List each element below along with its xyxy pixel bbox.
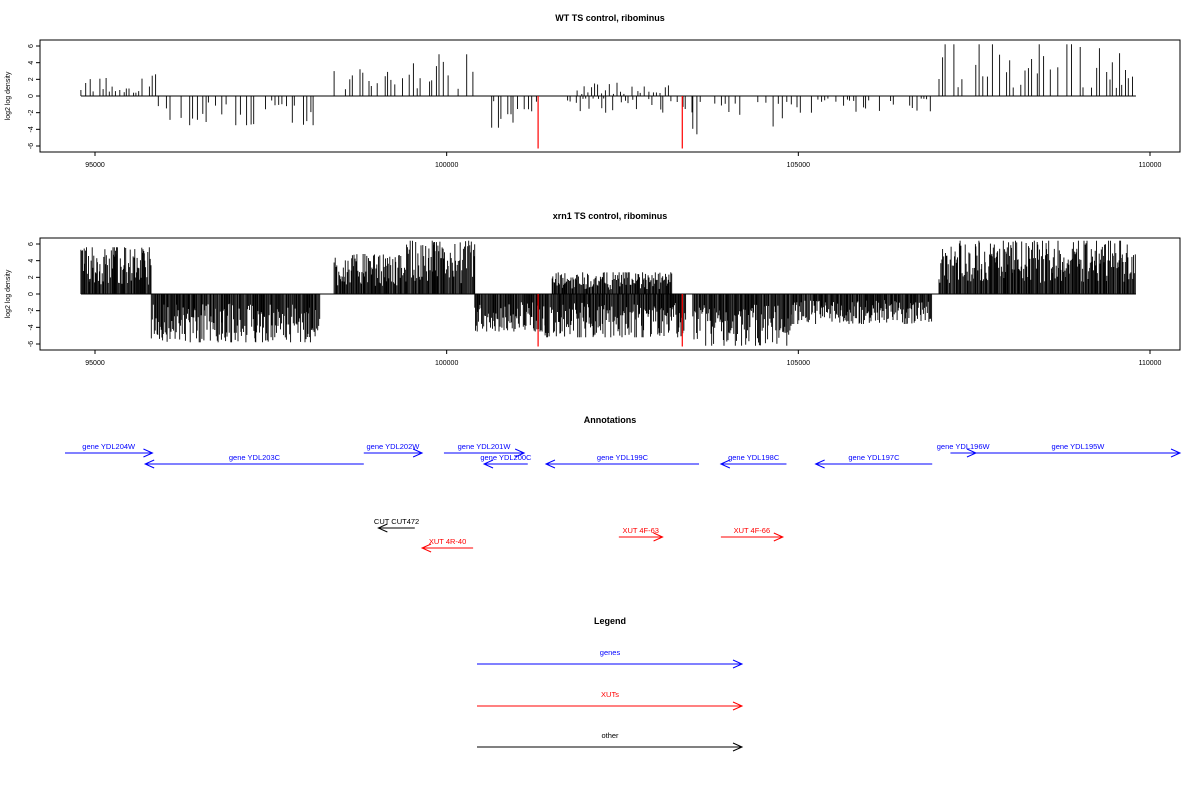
x-tick-label: 100000 [435,162,458,169]
arrow-head [732,742,744,752]
annotation-genes: gene YDL204W [65,442,154,458]
arrow-head [732,701,744,711]
density-panels: WT TS control, ribominus log2 log density… [5,13,1181,367]
arrow-head [143,459,155,469]
annotation-label: gene YDL201W [458,442,512,451]
y-tick-label: -2 [28,307,35,313]
annotation-genes: gene YDL202W [363,442,424,458]
y-tick-label: 6 [28,44,35,48]
annotation-genes: gene YDL199C [544,453,700,469]
arrow-head [377,523,388,533]
x-tick-label: 105000 [787,162,810,169]
annotation-other: CUT CUT472 [374,517,419,533]
arrow-head [814,459,825,469]
x-tick-label: 100000 [435,360,458,367]
y-tick-label: 0 [28,292,35,296]
annotation-label: gene YDL196W [937,442,991,451]
x-tick-label: 95000 [85,360,105,367]
bars [80,44,1133,149]
legend-title: Legend [594,616,626,626]
arrow-head [482,459,494,469]
annotation-xuts: XUT 4F-63 [618,526,664,542]
panel-title: xrn1 TS control, ribominus [553,211,668,221]
arrow-head [719,459,731,469]
annotation-genes: gene YDL196W [937,442,991,458]
annotation-genes: gene YDL200C [480,453,532,469]
annotation-label: gene YDL197C [848,453,900,462]
y-tick-label: 0 [28,94,35,98]
annotation-label: XUT 4F-66 [734,526,771,535]
annotation-xuts: XUT 4F-66 [720,526,785,542]
legend-entry-xuts: XUTs [477,690,744,711]
x-tick-label: 110000 [1139,162,1162,169]
annotation-label: gene YDL198C [728,453,780,462]
y-tick-label: 2 [28,275,35,279]
annotation-genes: gene YDL197C [814,453,933,469]
annotation-label: gene YDL203C [229,453,281,462]
annotation-label: gene YDL200C [480,453,532,462]
legend-label: other [601,731,619,740]
y-tick-label: 4 [28,61,35,65]
annotation-genes: gene YDL203C [143,453,364,469]
arrow-head [1170,448,1182,458]
annotation-genes: gene YDL201W [443,442,526,458]
y-tick-label: 2 [28,77,35,81]
annotation-label: gene YDL199C [597,453,649,462]
annotation-label: gene YDL195W [1052,442,1106,451]
annotation-genes: gene YDL198C [719,453,787,469]
x-tick-label: 110000 [1139,360,1162,367]
y-tick-label: -4 [28,126,35,132]
panel-2: xrn1 TS control, ribominus log2 log densi… [5,211,1181,367]
legend-label: genes [600,648,621,657]
annotation-xuts: XUT 4R-40 [420,537,474,553]
y-tick-label: -6 [28,341,35,347]
annotation-label: CUT CUT472 [374,517,419,526]
arrow-head [544,459,556,469]
y-tick-label: -2 [28,109,35,115]
annotations-track: Annotations gene YDL204W gene YDL203C gene… [65,415,1182,553]
arrow-head [143,448,154,458]
x-tick-label: 105000 [787,360,810,367]
annotations-title: Annotations [584,415,637,425]
legend-label: XUTs [601,690,619,699]
panel-1: WT TS control, ribominus log2 log density… [5,13,1181,169]
y-tick-label: 6 [28,242,35,246]
annotation-label: XUT 4F-63 [622,526,659,535]
annotation-genes: gene YDL195W [975,442,1182,458]
y-axis-label: log2 log density [5,71,12,120]
arrow-head [773,532,785,542]
arrow-head [653,532,664,542]
y-tick-label: -6 [28,143,35,149]
annotation-label: XUT 4R-40 [429,537,466,546]
y-tick-label: 4 [28,259,35,263]
annotation-label: gene YDL204W [82,442,136,451]
y-tick-label: -4 [28,324,35,330]
arrow-head [514,448,526,458]
arrow-head [420,543,432,553]
arrow-head [732,659,744,669]
panel-title: WT TS control, ribominus [555,13,665,23]
bars [80,240,1136,347]
annotation-label: gene YDL202W [367,442,421,451]
x-tick-label: 95000 [85,162,105,169]
legend-entry-genes: genes [477,648,744,669]
arrow-head [412,448,424,458]
legend-entry-other: other [477,731,744,752]
legend: Legend genes XUTs other [477,616,744,752]
y-axis-label: log2 log density [5,269,12,318]
